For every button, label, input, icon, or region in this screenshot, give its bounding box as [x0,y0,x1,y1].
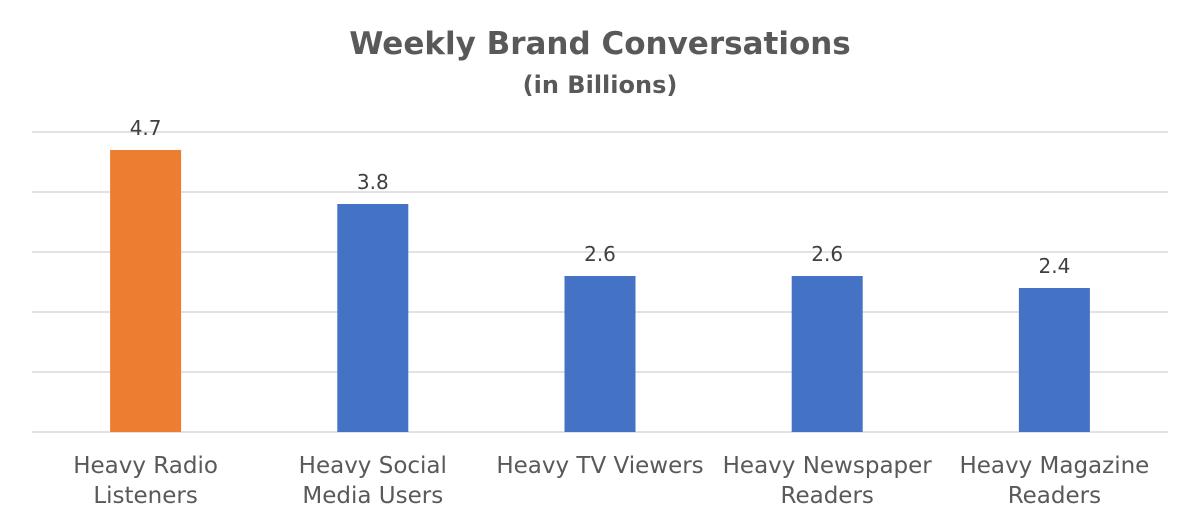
category-label: Media Users [302,483,443,509]
category-label: Heavy TV Viewers [496,453,703,479]
bars [110,150,1090,432]
bar [1018,288,1090,432]
category-label: Listeners [93,483,198,509]
data-label: 3.8 [357,170,389,194]
bar [564,276,636,432]
chart-title: Weekly Brand Conversations [349,26,851,62]
bar [791,276,863,432]
data-labels: 4.7 3.8 2.6 2.6 2.4 [130,116,1071,278]
category-label: Heavy Radio [73,453,218,479]
category-labels: Heavy Radio Listeners Heavy Social Media Us… [73,453,1149,509]
category-label: Readers [781,483,874,509]
chart-subtitle: (in Billions) [523,71,678,99]
category-label: Heavy Social [299,453,447,479]
category-label: Readers [1008,483,1101,509]
data-label: 2.4 [1038,254,1070,278]
bar [110,150,182,432]
data-label: 2.6 [811,242,843,266]
category-label: Heavy Magazine [959,453,1149,479]
data-label: 2.6 [584,242,616,266]
data-label: 4.7 [130,116,162,140]
bar [337,204,409,432]
category-label: Heavy Newspaper [723,453,933,479]
